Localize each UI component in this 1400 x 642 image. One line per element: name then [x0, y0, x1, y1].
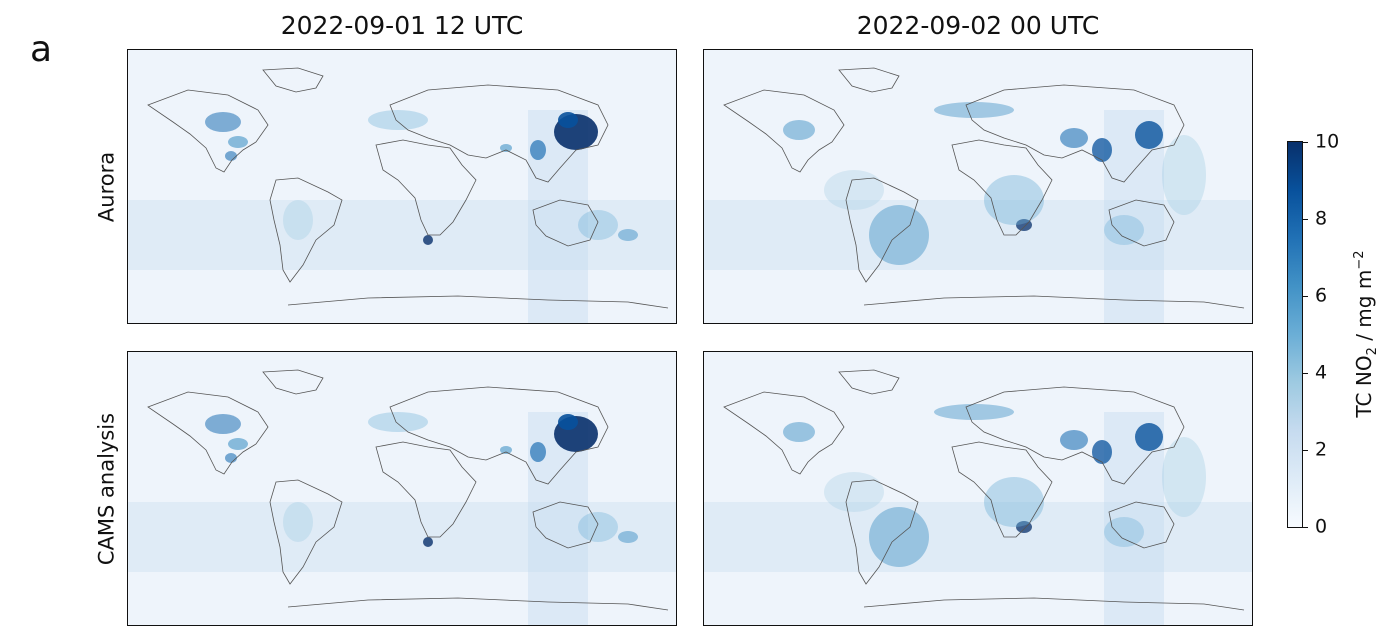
- world-map-no2-field: [704, 352, 1252, 625]
- column-title-right: 2022-09-02 00 UTC: [856, 11, 1100, 40]
- colorbar-label: TC NO2 / mg m−2: [1351, 250, 1380, 418]
- colorbar-tick-label: 8: [1315, 207, 1328, 230]
- row-label-aurora: Aurora: [94, 151, 119, 223]
- colorbar-tick-label: 0: [1315, 515, 1328, 538]
- panel-letter: a: [30, 29, 53, 70]
- colorbar-tick: [1302, 373, 1308, 374]
- colorbar-tick: [1302, 142, 1308, 143]
- row-label-cams-analysis: CAMS analysis: [94, 412, 119, 566]
- colorbar-tick: [1302, 527, 1308, 528]
- colorbar-tick: [1302, 219, 1308, 220]
- colorbar-tick-label: 6: [1315, 284, 1328, 307]
- column-title-left: 2022-09-01 12 UTC: [280, 11, 524, 40]
- world-map-no2-field: [128, 50, 676, 323]
- colorbar: [1287, 141, 1303, 528]
- colorbar-tick-label: 10: [1315, 130, 1340, 153]
- world-map-no2-field: [128, 352, 676, 625]
- colorbar-tick: [1302, 296, 1308, 297]
- colorbar-tick-label: 2: [1315, 438, 1328, 461]
- map-cams-analysis-2022-09-02-00utc: [703, 351, 1253, 626]
- colorbar-tick: [1302, 450, 1308, 451]
- map-aurora-2022-09-01-12utc: [127, 49, 677, 324]
- world-map-no2-field: [704, 50, 1252, 323]
- colorbar-tick-label: 4: [1315, 361, 1328, 384]
- map-aurora-2022-09-02-00utc: [703, 49, 1253, 324]
- map-cams-analysis-2022-09-01-12utc: [127, 351, 677, 626]
